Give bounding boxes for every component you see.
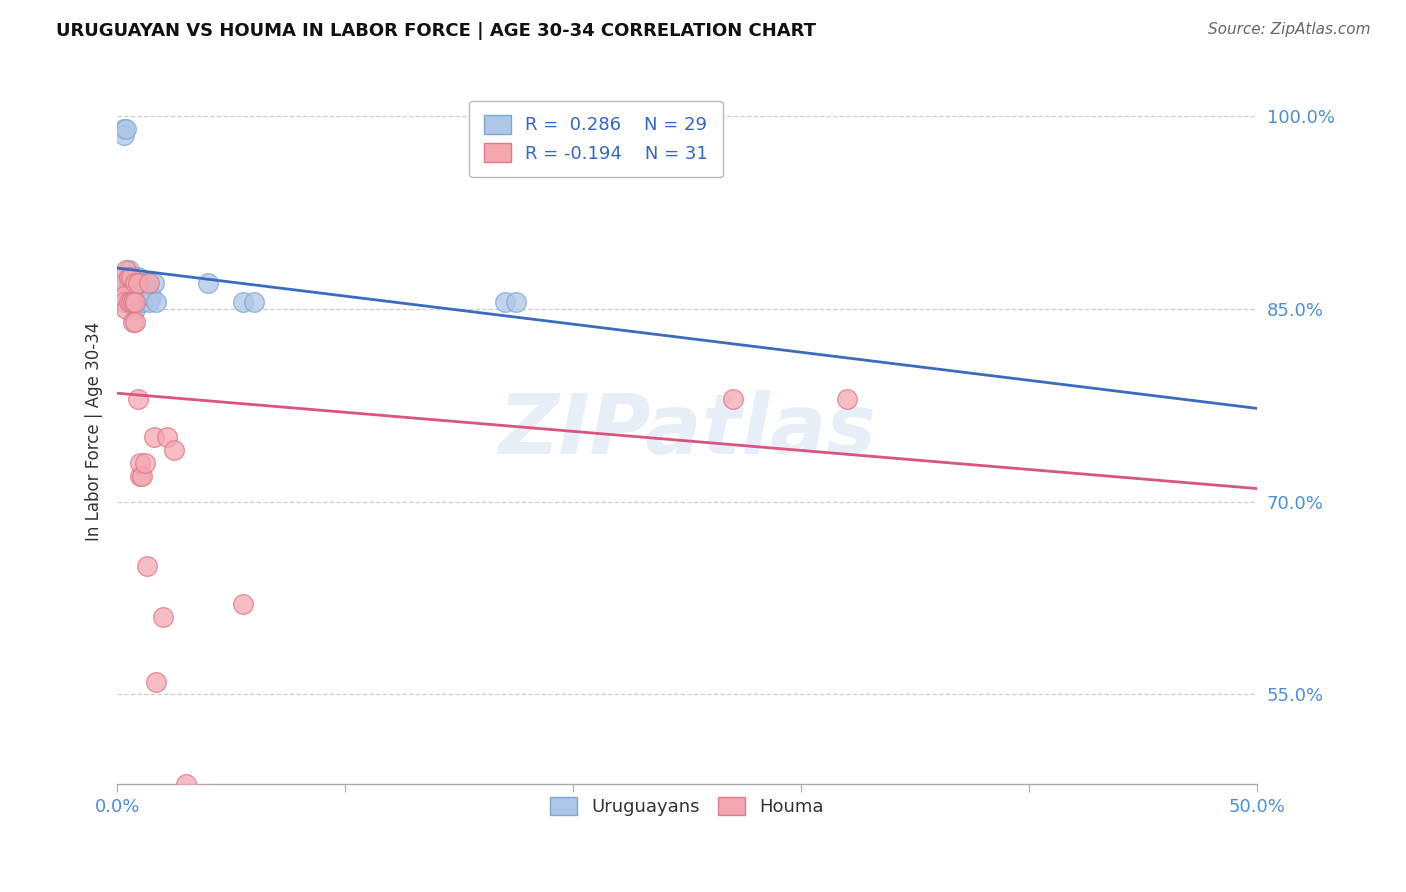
Point [721,392,744,406]
Point [112,121,135,136]
Point [115,276,138,290]
Text: Source: ZipAtlas.com: Source: ZipAtlas.com [1208,22,1371,37]
Point [142,276,165,290]
Point [131,295,153,310]
Point [129,456,152,470]
Text: ZIPatlas: ZIPatlas [498,391,876,472]
Point [124,276,146,290]
Point [232,598,254,612]
Point [142,430,165,444]
Point [243,295,266,310]
Point [835,392,858,406]
Point [134,276,156,290]
Point [138,276,160,290]
Point [124,315,146,329]
Point [127,289,149,303]
Point [120,276,142,290]
Point [163,443,186,458]
Point [134,456,156,470]
Point [127,392,149,406]
Point [124,276,146,290]
Point [112,289,135,303]
Point [141,289,163,303]
Point [135,276,157,290]
Point [117,295,139,310]
Point [129,276,152,290]
Point [145,674,167,689]
Point [494,295,516,310]
Point [145,295,167,310]
Point [122,276,145,290]
Point [232,295,254,310]
Point [117,269,139,284]
Point [127,276,149,290]
Point [122,315,145,329]
Point [120,269,142,284]
Point [115,121,138,136]
Point [115,301,138,316]
Point [197,276,219,290]
Point [112,276,135,290]
Point [117,263,139,277]
Y-axis label: In Labor Force | Age 30-34: In Labor Force | Age 30-34 [86,321,103,541]
Point [117,276,139,290]
Text: URUGUAYAN VS HOUMA IN LABOR FORCE | AGE 30-34 CORRELATION CHART: URUGUAYAN VS HOUMA IN LABOR FORCE | AGE … [56,22,817,40]
Point [124,283,146,297]
Point [135,558,157,573]
Point [122,295,145,310]
Legend: Uruguayans, Houma: Uruguayans, Houma [541,788,834,825]
Point [127,269,149,284]
Point [124,301,146,316]
Point [129,469,152,483]
Point [115,263,138,277]
Point [138,295,160,310]
Point [124,295,146,310]
Point [156,430,179,444]
Point [122,295,145,310]
Point [112,128,135,143]
Point [120,295,142,310]
Point [131,469,153,483]
Point [152,610,174,624]
Point [120,289,142,303]
Point [129,289,152,303]
Point [174,777,197,791]
Point [505,295,527,310]
Point [112,295,135,310]
